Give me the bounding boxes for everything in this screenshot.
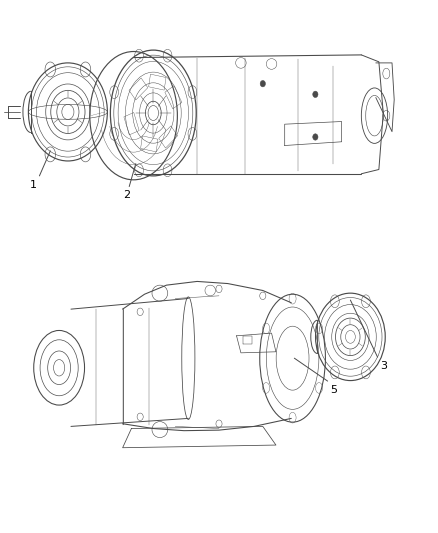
Ellipse shape bbox=[313, 134, 318, 140]
Ellipse shape bbox=[48, 351, 71, 385]
Bar bbox=[124, 112, 139, 135]
Bar bbox=[159, 126, 178, 148]
Text: 1: 1 bbox=[29, 180, 36, 190]
Text: 3: 3 bbox=[380, 361, 387, 372]
Bar bbox=[165, 86, 182, 109]
Bar bbox=[148, 74, 166, 90]
Ellipse shape bbox=[57, 98, 79, 126]
Ellipse shape bbox=[313, 91, 318, 98]
Text: 5: 5 bbox=[330, 385, 337, 395]
Ellipse shape bbox=[260, 80, 265, 87]
Bar bbox=[129, 78, 148, 100]
Bar bbox=[141, 136, 158, 152]
Ellipse shape bbox=[341, 325, 360, 349]
Ellipse shape bbox=[148, 106, 159, 120]
Text: 2: 2 bbox=[124, 190, 131, 200]
